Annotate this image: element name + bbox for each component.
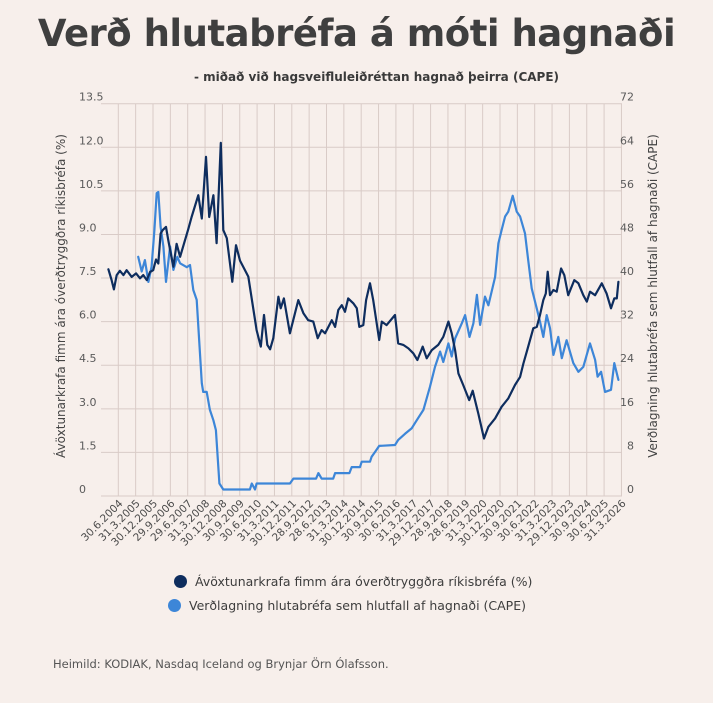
left-tick-label: 13.5 [79, 91, 104, 104]
right-axis-ticks: 0 8 16 24 32 40 48 56 64 72 [620, 91, 634, 496]
right-tick-label: 48 [620, 221, 634, 234]
left-tick-label: 10.5 [79, 178, 104, 191]
left-tick-label: 6.0 [79, 309, 97, 322]
legend-item-yield: Ávöxtunarkrafa fimm ára óverðtryggðra rí… [174, 574, 532, 589]
right-tick-label: 16 [620, 396, 634, 409]
chart-title: Verð hlutabréfa á móti hagnaði [37, 12, 676, 55]
series-line-cape [137, 190, 620, 491]
right-tick-label: 64 [620, 134, 634, 147]
left-tick-label: 7.5 [79, 265, 97, 278]
legend-label-cape: Verðlagning hlutabréfa sem hlutfall af h… [189, 598, 526, 613]
right-tick-label: 24 [620, 352, 634, 365]
x-axis-ticks: 30.6.200431.3.200530.12.200529.9.200629.… [79, 497, 629, 548]
legend-dot-dark-icon [174, 575, 187, 588]
series-group [107, 141, 620, 491]
left-tick-label: 9.0 [79, 221, 97, 234]
left-tick-label: 1.5 [79, 439, 97, 452]
series-line-yield [107, 141, 620, 440]
left-tick-label: 0 [79, 483, 86, 496]
right-tick-label: 0 [627, 483, 634, 496]
line-chart: 0 1.5 3.0 4.5 6.0 7.5 9.0 10.5 12.0 13.5 0 8 16 24 32… [53, 91, 660, 549]
right-tick-label: 8 [627, 439, 634, 452]
left-axis-ticks: 0 1.5 3.0 4.5 6.0 7.5 9.0 10.5 12.0 13.5 [79, 91, 104, 496]
source-note: Heimild: KODIAK, Nasdaq Iceland og Brynj… [53, 657, 389, 671]
legend-item-cape: Verðlagning hlutabréfa sem hlutfall af h… [168, 598, 526, 613]
right-tick-label: 72 [620, 91, 634, 104]
left-axis-label: Ávöxtunarkrafa fimm ára óverðtryggðra rí… [53, 134, 68, 458]
right-axis-label: Verðlagning hlutabréfa sem hlutfall af h… [646, 134, 660, 458]
left-tick-label: 3.0 [79, 396, 97, 409]
right-tick-label: 40 [620, 265, 634, 278]
legend-label-yield: Ávöxtunarkrafa fimm ára óverðtryggðra rí… [195, 574, 533, 589]
left-tick-label: 4.5 [79, 352, 97, 365]
legend-dot-light-icon [168, 599, 181, 612]
left-tick-label: 12.0 [79, 134, 104, 147]
right-tick-label: 32 [620, 309, 634, 322]
chart-subtitle: - miðað við hagsveifluleiðréttan hagnað … [193, 70, 560, 84]
grid-lines [101, 103, 622, 497]
right-tick-label: 56 [620, 178, 634, 191]
